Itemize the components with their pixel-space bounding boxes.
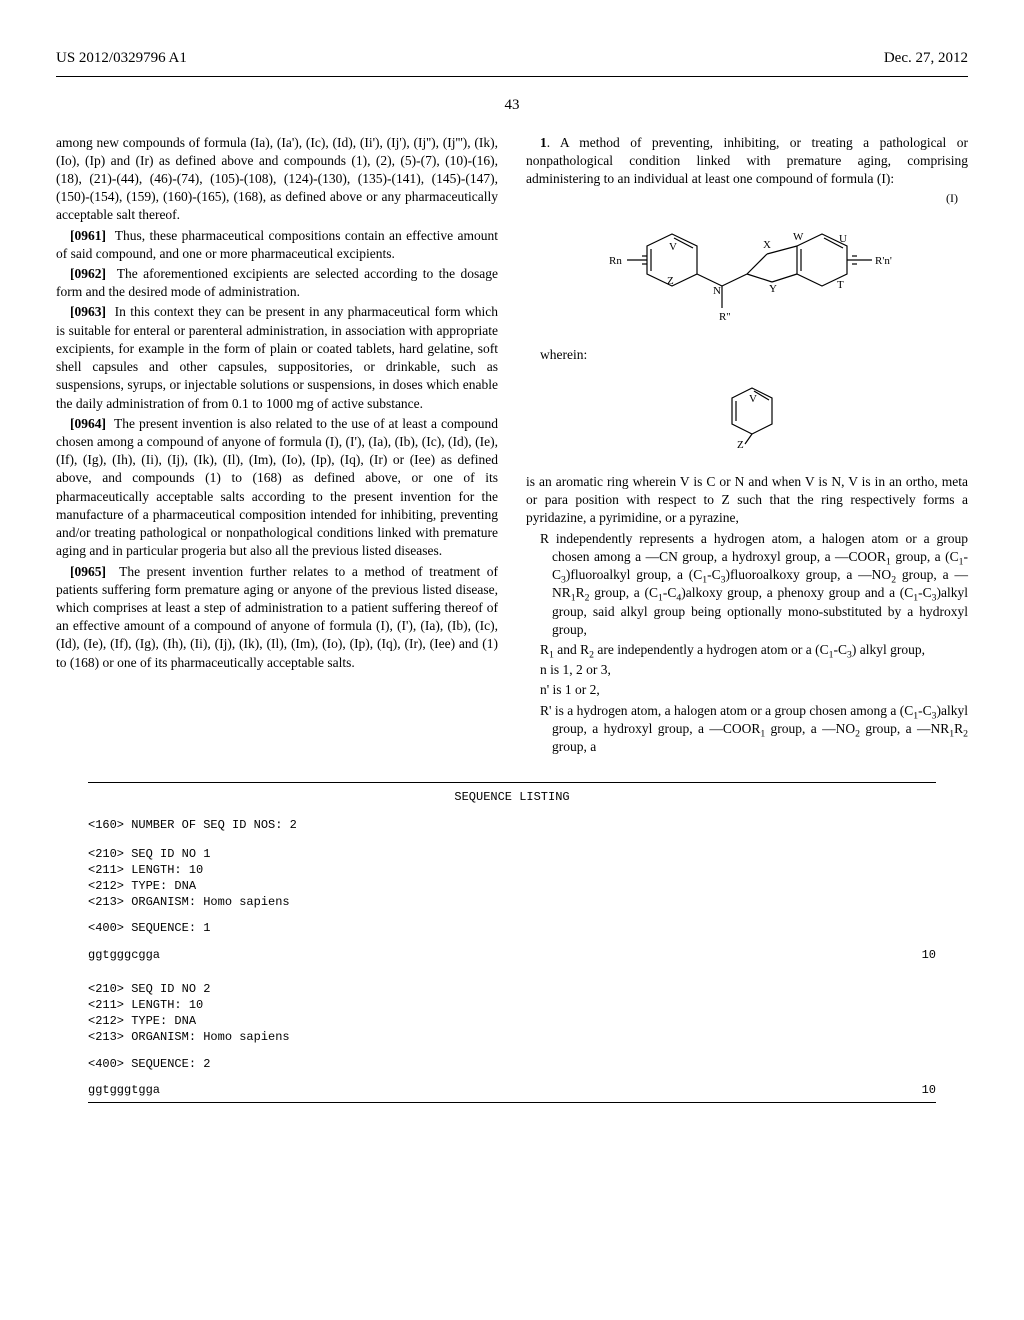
r1r2-definition: R1 and R2 are independently a hydrogen a… [552, 641, 968, 659]
svg-text:U: U [839, 233, 847, 245]
txt: are independently a hydrogen atom or a (… [594, 642, 829, 657]
svg-text:W: W [793, 231, 804, 243]
svg-text:Rn: Rn [609, 255, 622, 267]
txt: )alkoxy group, a phenoxy group and a (C [681, 585, 913, 600]
claim-1: 1. A method of preventing, inhibiting, o… [526, 134, 968, 189]
seq-rule-top [88, 782, 936, 783]
para-0965: [0965] The present invention further rel… [56, 563, 498, 672]
para-0964: [0964] The present invention is also rel… [56, 415, 498, 561]
page-number: 43 [56, 95, 968, 115]
para-num: [0962] [70, 266, 106, 281]
ring-text: is an aromatic ring wherein V is C or N … [526, 473, 968, 528]
svg-text:Y: Y [769, 283, 777, 295]
seq1-id: <210> SEQ ID NO 1 [88, 846, 936, 862]
seq-rule-bottom [88, 1102, 936, 1103]
claim-number: 1 [540, 135, 547, 150]
publication-number: US 2012/0329796 A1 [56, 48, 187, 68]
seq2-len: <211> LENGTH: 10 [88, 997, 936, 1013]
seq1-type: <212> TYPE: DNA [88, 878, 936, 894]
page-header: US 2012/0329796 A1 Dec. 27, 2012 [56, 48, 968, 68]
svg-text:V: V [749, 393, 757, 405]
txt: )fluoroalkoxy group, a —NO [726, 567, 892, 582]
seq2-label: <400> SEQUENCE: 2 [88, 1056, 936, 1072]
seq1-count: 10 [922, 947, 936, 963]
svg-text:X: X [763, 239, 771, 251]
publication-date: Dec. 27, 2012 [884, 48, 968, 68]
svg-text:Z: Z [737, 439, 744, 451]
para-0963: [0963] In this context they can be prese… [56, 303, 498, 412]
seq-numseqs: <160> NUMBER OF SEQ ID NOS: 2 [88, 817, 936, 833]
seq2-count: 10 [922, 1082, 936, 1098]
n-definition: n is 1, 2 or 3, [552, 661, 968, 679]
nprime-definition: n' is 1 or 2, [552, 681, 968, 699]
txt: -C [918, 585, 932, 600]
para-text: The present invention further relates to… [56, 564, 498, 670]
para-0962: [0962] The aforementioned excipients are… [56, 265, 498, 301]
two-column-body: among new compounds of formula (Ia), (Ia… [56, 134, 968, 759]
r-definition: R independently represents a hydrogen at… [552, 530, 968, 639]
seq2-sequence: ggtgggtgga [88, 1082, 160, 1098]
seq-title: SEQUENCE LISTING [88, 789, 936, 805]
para-num: [0965] [70, 564, 106, 579]
txt: -C [663, 585, 677, 600]
header-rule [56, 76, 968, 77]
svg-text:N: N [713, 285, 721, 297]
para-num: [0961] [70, 228, 106, 243]
seq1-sequence-row: ggtgggcgga 10 [88, 947, 936, 963]
left-column: among new compounds of formula (Ia), (Ia… [56, 134, 498, 759]
seq2-sequence-row: ggtgggtgga 10 [88, 1082, 936, 1098]
svg-text:V: V [669, 241, 677, 253]
wherein-label: wherein: [526, 346, 968, 364]
txt: group, a (C [891, 549, 959, 564]
para-num: [0963] [70, 304, 106, 319]
seq2-id: <210> SEQ ID NO 2 [88, 981, 936, 997]
para-text: The aforementioned excipients are select… [56, 266, 498, 299]
seq1-len: <211> LENGTH: 10 [88, 862, 936, 878]
txt: and R [554, 642, 589, 657]
svg-text:R'n': R'n' [875, 255, 892, 267]
seq2-type: <212> TYPE: DNA [88, 1013, 936, 1029]
txt: R [576, 585, 585, 600]
para-0961: [0961] Thus, these pharmaceutical compos… [56, 227, 498, 263]
para-text: The present invention is also related to… [56, 416, 498, 559]
txt: group, a (C [590, 585, 659, 600]
right-column: 1. A method of preventing, inhibiting, o… [526, 134, 968, 759]
svg-text:T: T [837, 279, 844, 291]
para-text: Thus, these pharmaceutical compositions … [56, 228, 498, 261]
txt: -C [707, 567, 721, 582]
rprime-definition: R' is a hydrogen atom, a halogen atom or… [552, 702, 968, 757]
seq2-org: <213> ORGANISM: Homo sapiens [88, 1029, 936, 1045]
txt: group, a —NR [860, 721, 949, 736]
claim-text: . A method of preventing, inhibiting, or… [526, 135, 968, 186]
svg-text:Z: Z [667, 275, 674, 287]
sequence-listing: SEQUENCE LISTING <160> NUMBER OF SEQ ID … [88, 782, 936, 1103]
txt: ) alkyl group, [852, 642, 925, 657]
para-lead: among new compounds of formula (Ia), (Ia… [56, 134, 498, 225]
chemical-structure-main: Rn V Z N R'' X W Y U T R'n' [526, 216, 968, 331]
seq1-sequence: ggtgggcgga [88, 947, 160, 963]
txt: R' is a hydrogen atom, a halogen atom or… [540, 703, 913, 718]
txt: )fluoroalkyl group, a (C [566, 567, 702, 582]
svg-text:R'': R'' [719, 311, 730, 323]
txt: group, a —NO [765, 721, 855, 736]
seq1-label: <400> SEQUENCE: 1 [88, 920, 936, 936]
para-num: [0964] [70, 416, 106, 431]
chemical-structure-ring: V Z [526, 374, 968, 459]
formula-label: (I) [526, 190, 958, 206]
txt: group, a [552, 739, 596, 754]
seq1-org: <213> ORGANISM: Homo sapiens [88, 894, 936, 910]
txt: R [540, 642, 549, 657]
para-text: In this context they can be present in a… [56, 304, 498, 410]
